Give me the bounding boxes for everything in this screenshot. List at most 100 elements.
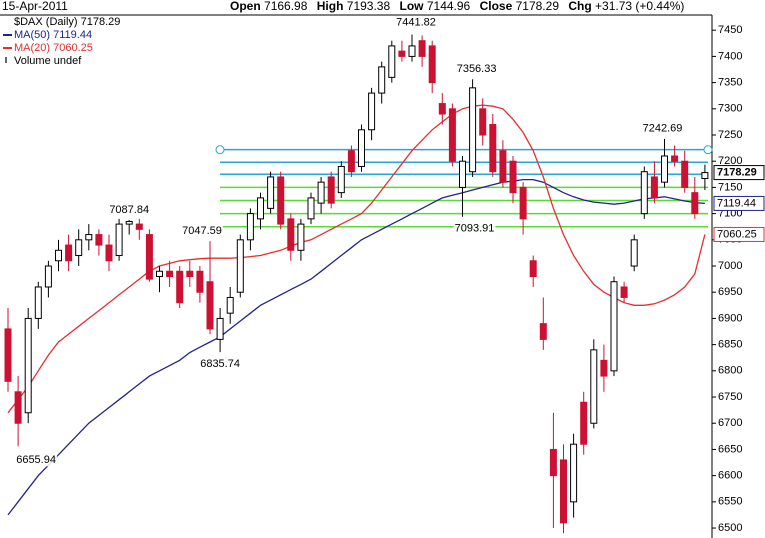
legend-ma50: MA(50) 7119.44: [14, 29, 92, 41]
annotation-box: [15, 454, 58, 467]
y-tick-label: 7000: [718, 260, 742, 272]
candle-body: [388, 45, 396, 78]
candle-body: [459, 160, 466, 188]
annotation: 6835.74: [200, 358, 240, 370]
y-tick-label: 7450: [718, 24, 742, 36]
candle-body: [590, 349, 598, 424]
candle-body: [135, 223, 143, 230]
ohlc-header: Open 7166.98 High 7193.38 Low 7144.96 Cl…: [230, 0, 684, 13]
annotation: 7047.59: [182, 225, 222, 237]
candle-body: [65, 244, 73, 262]
value: 7060.25: [53, 42, 93, 54]
label: High: [317, 0, 344, 13]
candle-body: [206, 281, 214, 330]
annotation: 6655.94: [16, 454, 56, 466]
y-tick-label: 6900: [718, 312, 742, 324]
y-tick-label: 7200: [718, 155, 742, 167]
value: 7166.98: [264, 0, 308, 13]
y-tick-label: 6800: [718, 365, 742, 377]
candle-body: [580, 401, 588, 445]
candle-body: [14, 391, 22, 424]
candle-body: [337, 165, 345, 194]
y-tick-label: 6950: [718, 286, 742, 298]
y-tick-label: 6700: [718, 417, 742, 429]
label: Open: [230, 0, 261, 13]
annotation-box: [181, 225, 223, 238]
candle-body: [489, 124, 497, 173]
y-tick-label: 6500: [718, 522, 742, 534]
legend-main: $DAX (Daily) 7178.29: [14, 16, 120, 28]
date: 15-Apr-2011: [2, 0, 68, 13]
candle-body: [125, 220, 133, 225]
y-tick-label: 7350: [718, 77, 742, 89]
candle-body: [549, 448, 557, 477]
candle-body: [620, 286, 628, 298]
candle-body: [166, 270, 174, 278]
price-tag: [713, 226, 765, 242]
price-tag: [713, 195, 765, 211]
y-tick-label: 7150: [718, 181, 742, 193]
candle-body: [277, 176, 285, 225]
candle-body: [428, 45, 436, 84]
value: (+0.44%): [635, 0, 684, 13]
price-tag-label: 7119.44: [717, 197, 756, 209]
annotation: 7441.82: [396, 16, 436, 28]
candle-body: [479, 108, 487, 136]
candle-body: [44, 265, 52, 288]
annotation: 7087.84: [109, 204, 149, 216]
candle-body: [257, 197, 264, 220]
candle-body: [519, 186, 527, 220]
candle-body: [691, 192, 699, 215]
candle-body: [34, 286, 42, 319]
annotation-box: [395, 16, 437, 29]
annotation: 7093.91: [455, 223, 495, 235]
candle-body: [398, 50, 406, 57]
price-tag: [713, 165, 765, 181]
candle-body: [236, 239, 244, 293]
price-tag-label: 7178.29: [717, 166, 757, 178]
volume-icon: [5, 57, 7, 63]
y-tick-label: 7400: [718, 50, 742, 62]
candle-body: [307, 197, 315, 220]
candle-body: [469, 87, 477, 173]
ma-line: [7, 104, 706, 414]
legend-ma20: MA(20) 7060.25: [14, 42, 93, 54]
candle-body: [600, 359, 608, 377]
candle-body: [317, 181, 325, 204]
label: Low: [400, 0, 425, 13]
label: MA(50): [14, 29, 50, 41]
candle-body: [105, 244, 113, 262]
y-tick-label: 6750: [718, 391, 742, 403]
candle-body: [448, 108, 456, 162]
candle-body: [55, 249, 62, 262]
price-tag-label: 7060.25: [717, 228, 757, 240]
candle-body: [681, 160, 689, 188]
candle-body: [661, 155, 668, 183]
candle-body: [499, 150, 507, 183]
y-tick-label: 7250: [718, 129, 742, 141]
y-tick-label: 6650: [718, 443, 742, 455]
y-tick-label: 6850: [718, 339, 742, 351]
candle-body: [640, 171, 648, 215]
value: 7178.29: [516, 0, 560, 13]
candle-body: [438, 103, 446, 115]
candle-body: [176, 270, 184, 304]
candle-body: [630, 239, 638, 267]
candle-body: [610, 281, 618, 372]
level-handle: [703, 145, 713, 155]
candle-body: [701, 172, 709, 180]
candle-body: [246, 213, 254, 241]
candle-body: [347, 150, 355, 173]
annotation: 7242.69: [643, 123, 683, 135]
candle-body: [418, 40, 426, 57]
candle-body: [85, 234, 93, 241]
value: 7178.29: [81, 16, 121, 28]
label: $DAX (Daily): [14, 16, 78, 28]
y-tick-label: 7300: [718, 103, 742, 115]
candle-body: [226, 296, 234, 314]
candle-body: [650, 176, 658, 199]
candle-body: [378, 66, 386, 94]
candle-body: [297, 223, 305, 251]
candle-body: [287, 218, 295, 251]
candle-body: [145, 234, 153, 280]
